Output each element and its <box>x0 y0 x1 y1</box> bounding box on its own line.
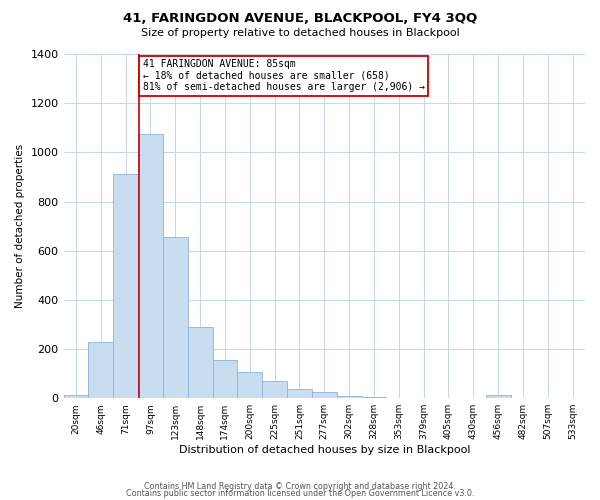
Bar <box>337 396 362 398</box>
Bar <box>362 397 386 398</box>
Text: 41 FARINGDON AVENUE: 85sqm
← 18% of detached houses are smaller (658)
81% of sem: 41 FARINGDON AVENUE: 85sqm ← 18% of deta… <box>143 59 425 92</box>
X-axis label: Distribution of detached houses by size in Blackpool: Distribution of detached houses by size … <box>179 445 470 455</box>
Bar <box>212 360 238 398</box>
Bar <box>188 327 212 398</box>
Text: 41, FARINGDON AVENUE, BLACKPOOL, FY4 3QQ: 41, FARINGDON AVENUE, BLACKPOOL, FY4 3QQ <box>123 12 477 26</box>
Bar <box>485 396 511 398</box>
Bar <box>138 134 163 398</box>
Text: Contains public sector information licensed under the Open Government Licence v3: Contains public sector information licen… <box>126 489 474 498</box>
Bar <box>312 392 337 398</box>
Bar <box>238 372 262 398</box>
Bar <box>113 174 138 398</box>
Bar <box>163 237 188 398</box>
Bar <box>262 382 287 398</box>
Y-axis label: Number of detached properties: Number of detached properties <box>15 144 25 308</box>
Bar <box>64 394 88 398</box>
Bar <box>88 342 113 398</box>
Text: Size of property relative to detached houses in Blackpool: Size of property relative to detached ho… <box>140 28 460 38</box>
Text: Contains HM Land Registry data © Crown copyright and database right 2024.: Contains HM Land Registry data © Crown c… <box>144 482 456 491</box>
Bar <box>287 389 312 398</box>
